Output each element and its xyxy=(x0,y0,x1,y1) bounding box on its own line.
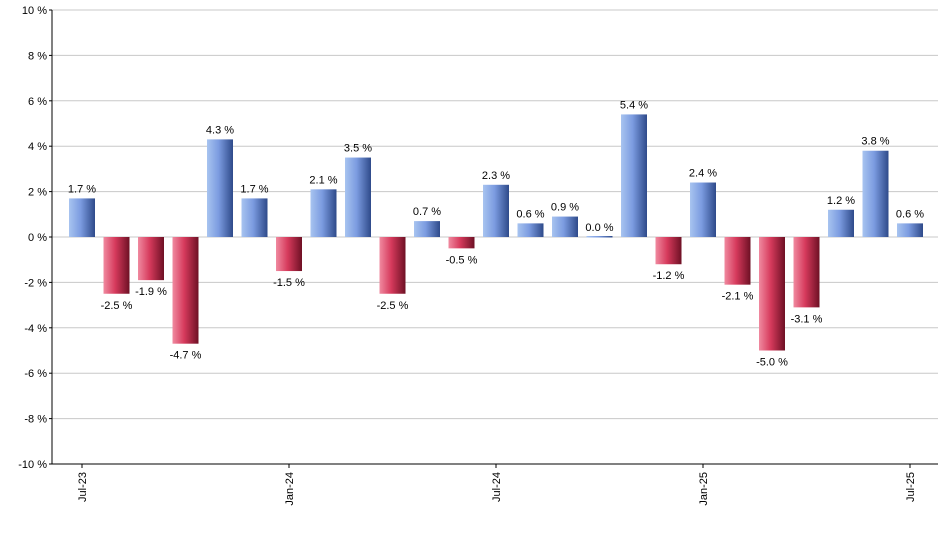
bar xyxy=(310,189,337,237)
bars xyxy=(69,114,923,351)
y-tick-label: -10 % xyxy=(18,459,47,471)
data-label: -2.1 % xyxy=(722,291,754,303)
data-label: 0.6 % xyxy=(896,208,924,220)
data-label: 3.5 % xyxy=(344,143,372,155)
y-tick-label: 2 % xyxy=(28,187,47,199)
y-tick-label: 0 % xyxy=(28,232,47,244)
bar xyxy=(345,157,371,237)
data-label: -1.2 % xyxy=(653,270,685,282)
data-label: 1.7 % xyxy=(68,183,96,195)
data-label: -2.5 % xyxy=(377,300,409,312)
bar xyxy=(448,237,475,249)
bar xyxy=(586,236,613,238)
bar xyxy=(414,221,440,237)
bar xyxy=(241,198,268,237)
y-tick-label: 10 % xyxy=(22,5,47,17)
x-tick-label: Jul-25 xyxy=(905,472,917,502)
bar xyxy=(759,237,785,351)
bar xyxy=(897,223,923,237)
bar xyxy=(862,150,889,237)
y-tick-label: 6 % xyxy=(28,96,47,108)
data-label: -0.5 % xyxy=(446,254,478,266)
data-labels: 1.7 %-2.5 %-1.9 %-4.7 %4.3 %1.7 %-1.5 %2… xyxy=(68,99,924,368)
bar xyxy=(138,237,164,281)
y-tick-label: 8 % xyxy=(28,50,47,62)
bar xyxy=(103,237,130,294)
data-label: 0.9 % xyxy=(551,202,579,214)
data-label: 0.6 % xyxy=(516,208,544,220)
bar xyxy=(552,216,578,237)
data-label: 4.3 % xyxy=(206,124,234,136)
x-tick-label: Jul-23 xyxy=(77,472,89,502)
bar xyxy=(172,237,199,344)
data-label: -2.5 % xyxy=(101,300,133,312)
x-tick-label: Jan-24 xyxy=(284,472,296,506)
data-label: 0.7 % xyxy=(413,206,441,218)
bar xyxy=(276,237,302,272)
y-tick-label: 4 % xyxy=(28,141,47,153)
data-label: -1.5 % xyxy=(273,277,305,289)
y-axis-ticks: -10 % -8 % -6 % -4 % -2 % 0 % 2 % 4 % 6 % 8 % 10 % xyxy=(18,5,52,471)
data-label: -3.1 % xyxy=(791,313,823,325)
x-tick-label: Jul-24 xyxy=(491,472,503,502)
y-tick-label: -2 % xyxy=(24,277,47,289)
data-label: 1.7 % xyxy=(240,183,268,195)
bar xyxy=(69,198,95,237)
bar xyxy=(828,209,854,237)
bar xyxy=(517,223,544,237)
data-label: 1.2 % xyxy=(827,195,855,207)
bar xyxy=(379,237,406,294)
data-label: 3.8 % xyxy=(861,136,889,148)
x-axis-ticks: Jul-23 Jan-24 Jul-24 Jan-25 Jul-25 xyxy=(77,464,917,506)
x-tick-label: Jan-25 xyxy=(698,472,710,506)
data-label: 5.4 % xyxy=(620,99,648,111)
y-tick-label: -6 % xyxy=(24,368,47,380)
bar xyxy=(483,184,509,237)
data-label: -5.0 % xyxy=(756,357,788,369)
data-label: 2.3 % xyxy=(482,170,510,182)
data-label: 2.4 % xyxy=(689,168,717,180)
bar xyxy=(207,139,233,237)
bar xyxy=(724,237,751,285)
data-label: -1.9 % xyxy=(135,286,167,298)
bar xyxy=(655,237,682,265)
data-label: 0.0 % xyxy=(585,222,613,234)
y-tick-label: -4 % xyxy=(24,323,47,335)
bar xyxy=(690,182,716,237)
axes xyxy=(51,10,938,465)
bar xyxy=(793,237,820,308)
data-label: 2.1 % xyxy=(309,174,337,186)
data-label: -4.7 % xyxy=(170,350,202,362)
bar xyxy=(621,114,647,237)
y-tick-label: -8 % xyxy=(24,414,47,426)
